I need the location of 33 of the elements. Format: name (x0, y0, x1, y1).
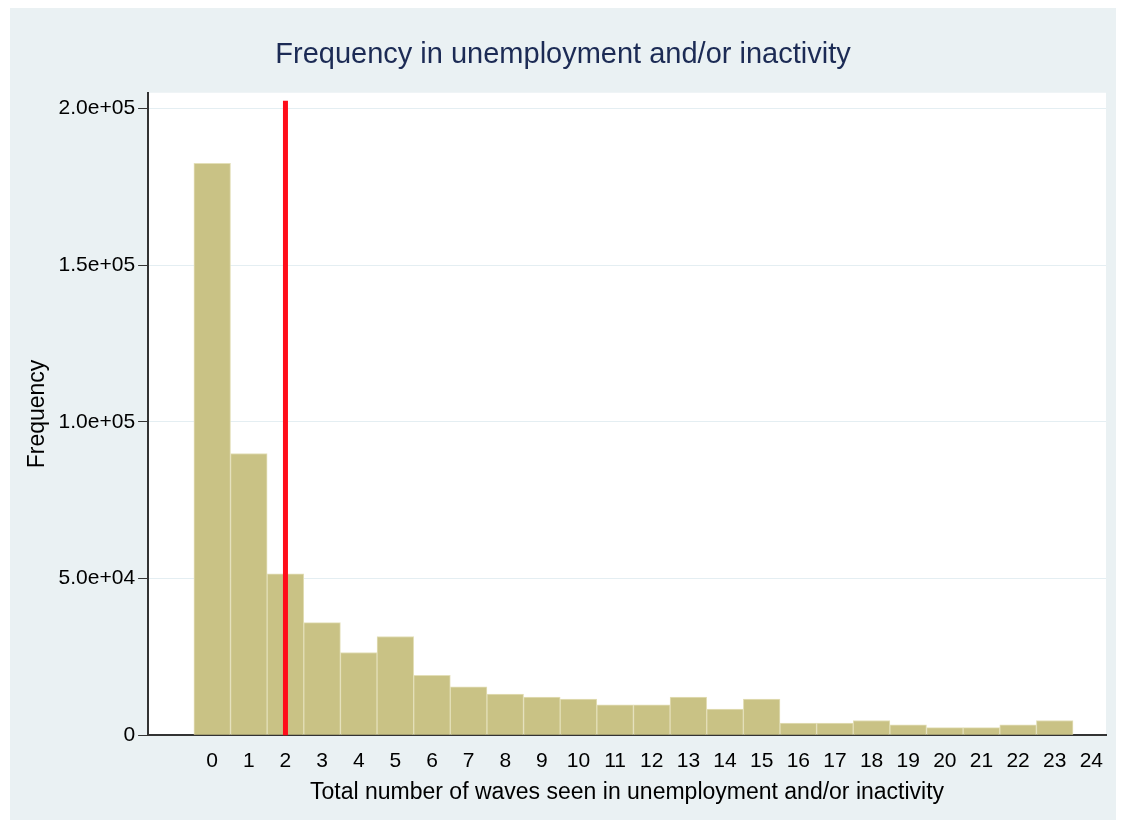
x-tick-label: 18 (859, 747, 884, 771)
x-tick-label: 1 (242, 747, 255, 771)
x-tick-label: 13 (676, 747, 701, 771)
x-tick-label: 9 (536, 747, 548, 771)
y-tick-label: 1.0e+05 (58, 408, 136, 432)
y-tick-label: 2.0e+05 (58, 95, 136, 119)
y-axis-title: Frequency (23, 359, 50, 469)
x-tick-label: 17 (823, 747, 847, 771)
x-axis-title: Total number of waves seen in unemployment and/or inactivity (309, 777, 945, 804)
x-tick-label: 15 (749, 747, 774, 771)
x-tick-label: 14 (713, 747, 738, 771)
x-tick-label: 10 (566, 747, 591, 771)
y-tick-label: 1.5e+05 (58, 251, 136, 275)
chart-title: Frequency in unemployment and/or inactivity (275, 37, 852, 70)
x-tick-label: 3 (316, 747, 328, 771)
x-tick-label: 20 (933, 747, 957, 771)
x-tick-label: 0 (206, 747, 219, 771)
x-tick-label: 8 (499, 747, 512, 771)
x-tick-label: 5 (389, 747, 402, 771)
x-tick-label: 24 (1079, 747, 1104, 771)
x-tick-label: 23 (1043, 747, 1067, 771)
x-tick-label: 6 (426, 747, 438, 771)
x-tick-label: 22 (1006, 747, 1030, 771)
x-tick-label: 21 (969, 747, 994, 771)
x-tick-label: 12 (640, 747, 664, 771)
y-tick-label: 5.0e+04 (58, 565, 136, 589)
x-tick-label: 16 (786, 747, 810, 771)
x-tick-label: 19 (896, 747, 920, 771)
x-tick-label: 11 (604, 747, 627, 771)
x-tick-label: 4 (352, 747, 365, 771)
x-tick-label: 2 (279, 747, 292, 771)
y-tick-label: 0 (123, 722, 136, 745)
x-tick-label: 7 (462, 747, 475, 771)
